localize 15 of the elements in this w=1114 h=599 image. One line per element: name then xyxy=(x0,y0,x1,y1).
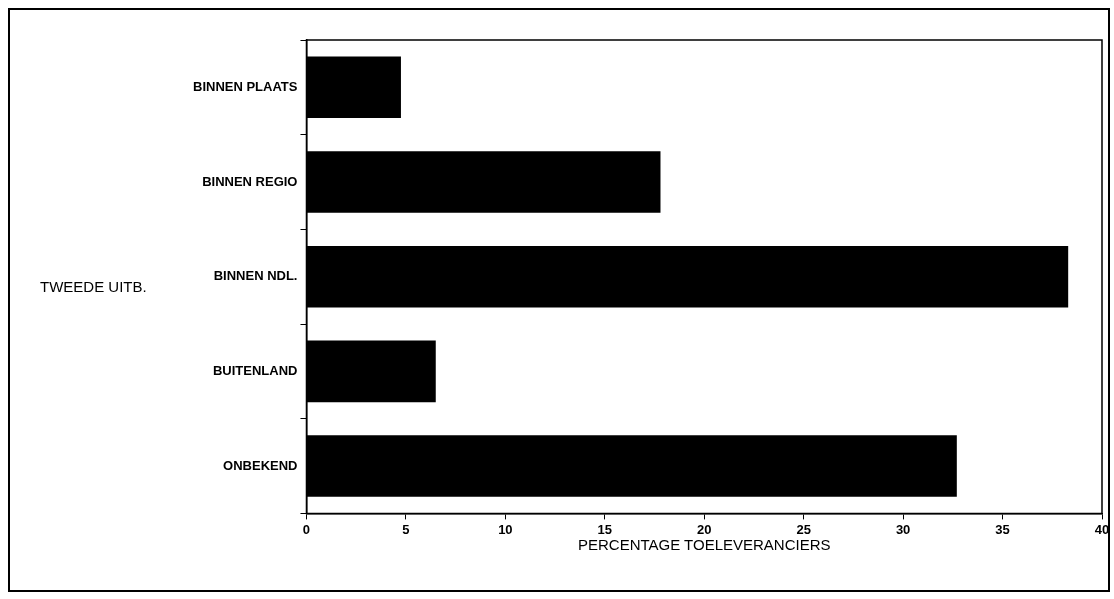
x-tick-label: 0 xyxy=(302,521,311,537)
y-tick-label: BINNEN PLAATS xyxy=(193,78,298,94)
y-tick-label: BINNEN REGIO xyxy=(202,173,298,189)
y-axis-title: TWEEDE UITB. xyxy=(40,278,147,295)
x-tick-label: 10 xyxy=(498,521,513,537)
y-tick-label: BUITENLAND xyxy=(212,362,298,378)
y-tick-label: BINNEN NDL. xyxy=(213,268,298,284)
x-tick-label: 20 xyxy=(697,521,712,537)
x-tick-label: 15 xyxy=(597,521,613,537)
x-axis-title: PERCENTAGE TOELEVERANCIERS xyxy=(577,536,831,554)
x-tick-label: 35 xyxy=(995,521,1010,537)
x-tick-label: 5 xyxy=(402,521,410,537)
x-tick-label: 30 xyxy=(895,521,911,537)
x-tick-label: 25 xyxy=(796,521,811,537)
y-tick-label: ONBEKEND xyxy=(223,457,298,473)
